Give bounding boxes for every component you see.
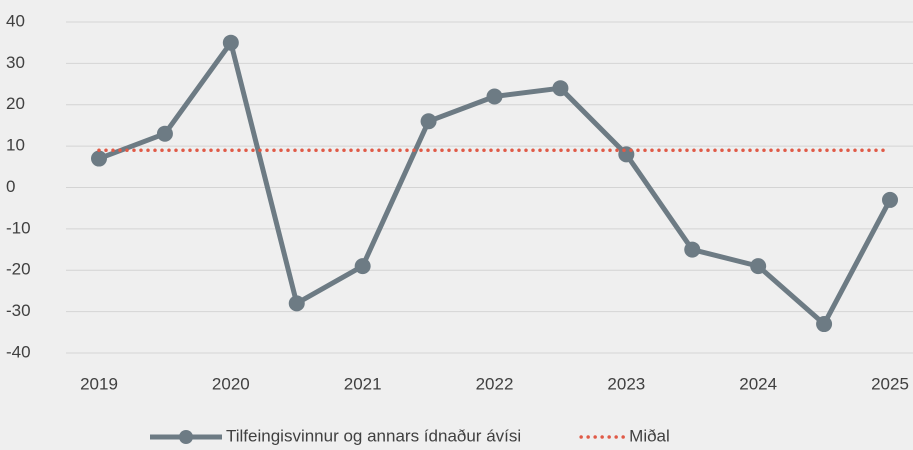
- y-tick-label: 10: [6, 136, 25, 155]
- y-tick-label: 20: [6, 94, 25, 113]
- x-tick-label: 2020: [212, 374, 250, 393]
- marker: [420, 113, 437, 130]
- marker: [486, 88, 503, 105]
- y-tick-label: -10: [6, 218, 31, 237]
- marker: [354, 258, 371, 275]
- y-tick-label: 40: [6, 11, 25, 30]
- x-tick-label: 2025: [871, 374, 909, 393]
- marker: [91, 150, 107, 167]
- series-line: [98, 40, 893, 327]
- marker: [552, 80, 569, 97]
- x-tick-label: 2023: [607, 374, 645, 393]
- y-tick-label: -40: [6, 342, 31, 361]
- marker: [750, 258, 767, 275]
- y-tick-label: 30: [6, 53, 25, 72]
- x-tick-label: 2021: [344, 374, 382, 393]
- marker: [156, 125, 173, 142]
- x-tick-label: 2019: [80, 374, 118, 393]
- x-tick-label: 2022: [476, 374, 514, 393]
- y-tick-label: -20: [6, 260, 31, 279]
- marker: [882, 191, 898, 208]
- legend-label: Tilfeingisvinnur og annars ídnaður ávísi: [226, 426, 521, 445]
- marker: [684, 241, 701, 258]
- marker: [816, 316, 833, 333]
- y-tick-label: -30: [6, 301, 31, 320]
- x-tick-label: 2024: [739, 374, 777, 393]
- marker: [288, 295, 305, 312]
- y-tick-label: 0: [6, 177, 15, 196]
- legend-marker: [179, 430, 193, 444]
- legend-label: Miðal: [629, 426, 670, 445]
- marker: [222, 34, 239, 51]
